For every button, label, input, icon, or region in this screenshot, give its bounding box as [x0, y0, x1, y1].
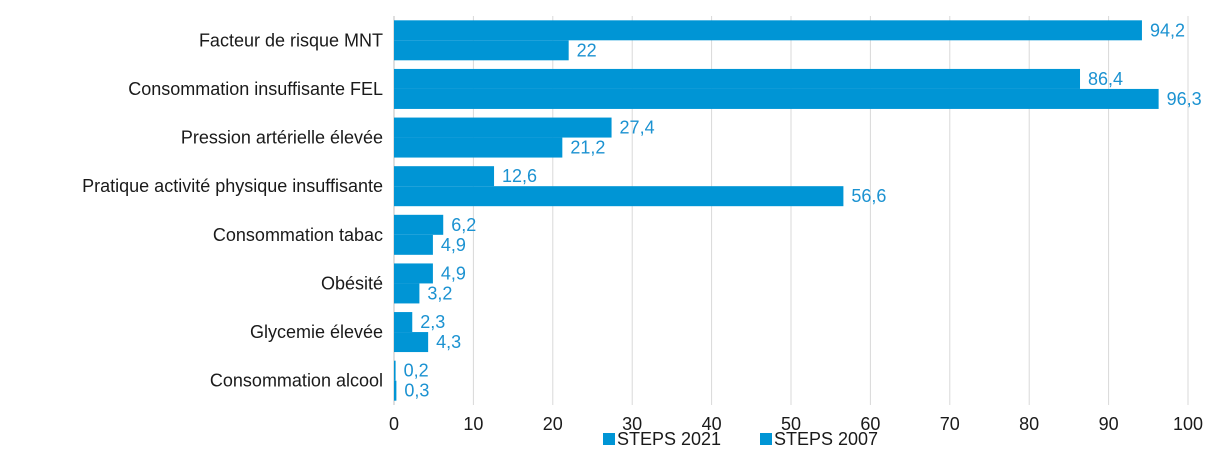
bar-series-2	[394, 88, 1159, 109]
category-label: Pratique activité physique insuffisante	[82, 176, 383, 196]
bar-series-2	[394, 137, 563, 158]
bar-series-1	[394, 312, 413, 333]
bar-series-2	[394, 332, 429, 353]
data-label: 12,6	[502, 166, 537, 186]
legend-swatch	[603, 433, 615, 445]
bar-series-1	[394, 166, 495, 187]
x-tick-label: 0	[389, 414, 399, 434]
bars	[394, 20, 1159, 401]
x-tick-label: 80	[1019, 414, 1039, 434]
data-label: 4,9	[441, 235, 466, 255]
x-tick-label: 50	[781, 414, 801, 434]
bar-series-2	[394, 234, 433, 255]
category-label: Consommation insuffisante FEL	[128, 79, 383, 99]
legend: STEPS 2021 STEPS 2007	[603, 429, 878, 449]
x-tick-label: 10	[463, 414, 483, 434]
x-axis-ticks: 0 10 20 30 40 50 60 70 80 90 100	[389, 414, 1203, 434]
data-label: 56,6	[851, 186, 886, 206]
legend-label: STEPS 2021	[617, 429, 721, 449]
x-tick-label: 30	[622, 414, 642, 434]
data-labels: 94,22286,496,327,421,212,656,66,24,94,93…	[404, 20, 1202, 400]
bar-series-1	[394, 360, 396, 381]
data-label: 2,3	[420, 312, 445, 332]
bar-series-1	[394, 263, 433, 284]
category-label: Consommation tabac	[213, 225, 383, 245]
x-tick-label: 40	[702, 414, 722, 434]
bar-series-2	[394, 283, 420, 304]
data-label: 0,3	[404, 381, 429, 401]
category-label: Pression artérielle élevée	[181, 128, 383, 148]
data-label: 3,2	[427, 283, 452, 303]
category-label: Obésité	[321, 273, 383, 293]
bar-series-1	[394, 214, 444, 235]
x-tick-label: 20	[543, 414, 563, 434]
bar-series-2	[394, 186, 844, 207]
category-labels: Facteur de risque MNT Consommation insuff…	[82, 30, 383, 390]
category-label: Consommation alcool	[210, 371, 383, 391]
data-label: 22	[577, 40, 597, 60]
data-label: 86,4	[1088, 69, 1123, 89]
bar-series-2	[394, 40, 569, 61]
x-tick-label: 90	[1099, 414, 1119, 434]
x-tick-label: 100	[1173, 414, 1203, 434]
data-label: 27,4	[620, 118, 655, 138]
data-label: 21,2	[570, 138, 605, 158]
bar-series-2	[394, 380, 397, 401]
x-tick-label: 60	[860, 414, 880, 434]
data-label: 94,2	[1150, 20, 1185, 40]
category-label: Glycemie élevée	[250, 322, 383, 342]
x-tick-label: 70	[940, 414, 960, 434]
data-label: 4,9	[441, 263, 466, 283]
legend-swatch	[760, 433, 772, 445]
category-label: Facteur de risque MNT	[199, 30, 383, 50]
bar-series-1	[394, 117, 612, 138]
bar-series-1	[394, 20, 1142, 41]
data-label: 96,3	[1167, 89, 1202, 109]
data-label: 6,2	[451, 215, 476, 235]
legend-label: STEPS 2007	[774, 429, 878, 449]
bar-series-1	[394, 68, 1081, 89]
data-label: 0,2	[404, 361, 429, 381]
data-label: 4,3	[436, 332, 461, 352]
